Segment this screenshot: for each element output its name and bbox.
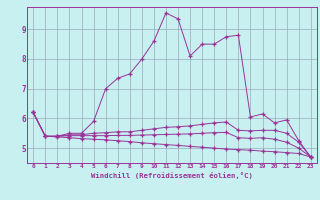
X-axis label: Windchill (Refroidissement éolien,°C): Windchill (Refroidissement éolien,°C) bbox=[91, 172, 253, 179]
